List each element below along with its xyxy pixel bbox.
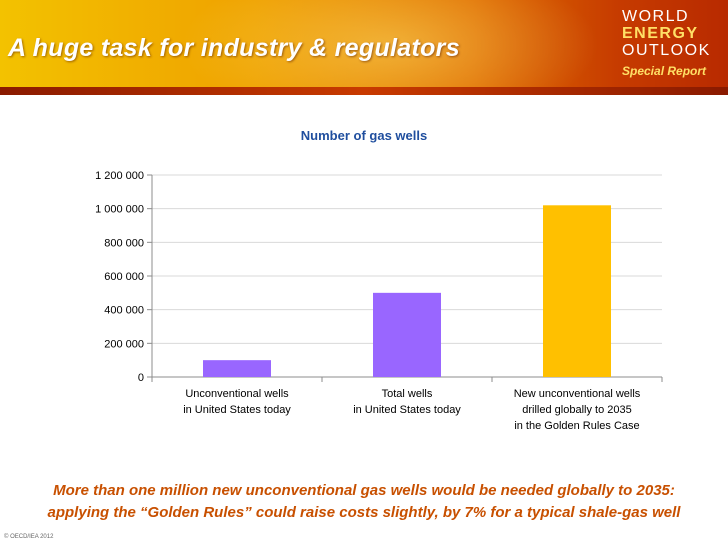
chart-title: Number of gas wells <box>301 128 427 143</box>
x-category-label: Total wells in United States today <box>353 388 461 416</box>
banner-strip <box>0 87 728 95</box>
header-banner: A huge task for industry & regulators WO… <box>0 0 728 95</box>
bar-2 <box>373 292 441 377</box>
x-category-label-line: in United States today <box>183 404 291 416</box>
weo-logo: WORLD ENERGY OUTLOOK Special Report <box>622 8 722 88</box>
logo-line-outlook: OUTLOOK <box>622 42 711 59</box>
y-tick-label: 200 000 <box>104 338 144 350</box>
logo-line-special-report: Special Report <box>622 64 707 78</box>
bar-3 <box>543 205 611 377</box>
x-category-label: Unconventional wells in United States tod… <box>183 388 291 416</box>
bar-1 <box>203 360 271 377</box>
logo-line-energy: ENERGY <box>622 25 699 42</box>
x-category-label-line: Total wells <box>382 388 433 400</box>
slide-title: A huge task for industry & regulators <box>8 34 460 62</box>
x-category-label-line: in United States today <box>353 404 461 416</box>
slide-caption: More than one million new unconventional… <box>0 480 728 524</box>
banner-glow <box>180 0 600 95</box>
y-tick-label: 800 000 <box>104 237 144 249</box>
y-tick-label: 400 000 <box>104 305 144 317</box>
label-layer: Number of gas wells 0 200 000 400 000 600 00… <box>95 128 641 432</box>
bar-layer <box>203 205 611 377</box>
y-tick-label: 600 000 <box>104 271 144 283</box>
x-category-label-line: New unconventional wells <box>514 388 641 400</box>
y-tick-label: 1 000 000 <box>95 204 144 216</box>
gas-wells-chart: Number of gas wells 0 200 000 400 000 600 00… <box>95 128 663 432</box>
caption-line-1: More than one million new unconventional… <box>53 482 675 499</box>
y-tick-label: 1 200 000 <box>95 170 144 182</box>
caption-line-2: applying the “Golden Rules” could raise … <box>47 504 681 521</box>
y-tick-label: 0 <box>138 372 144 384</box>
copyright-text: © OECD/IEA 2012 <box>4 534 54 540</box>
x-category-label-line: drilled globally to 2035 <box>522 404 631 416</box>
x-category-label: New unconventional wells drilled globally… <box>514 388 641 432</box>
logo-line-world: WORLD <box>622 8 690 25</box>
x-category-label-line: in the Golden Rules Case <box>514 420 639 432</box>
x-category-label-line: Unconventional wells <box>185 388 289 400</box>
